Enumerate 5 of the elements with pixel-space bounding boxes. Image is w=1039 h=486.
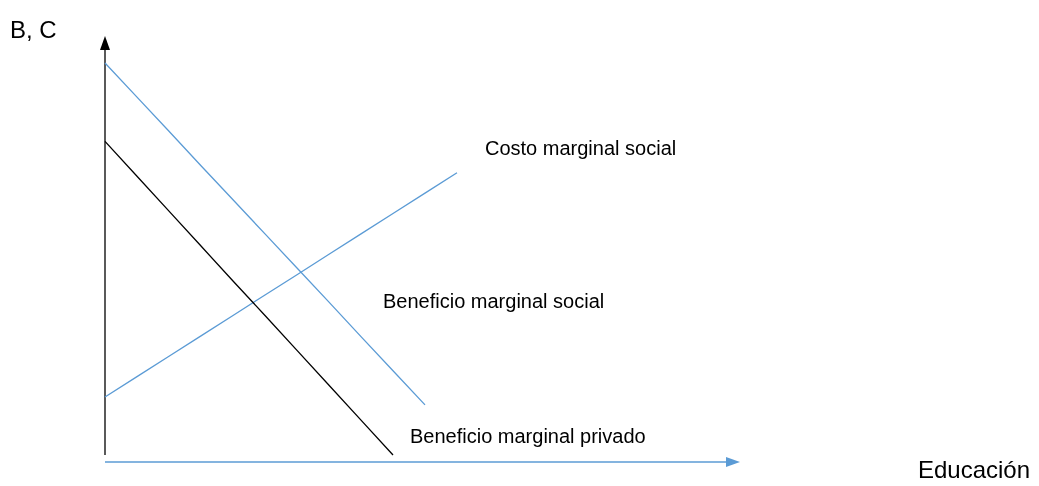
series-label: Beneficio marginal privado	[410, 425, 646, 447]
series-label: Costo marginal social	[485, 137, 677, 159]
text: Educación	[917, 456, 1030, 483]
y-axis-title: B, C	[10, 16, 57, 43]
series-label: Beneficio marginal social	[383, 290, 605, 312]
